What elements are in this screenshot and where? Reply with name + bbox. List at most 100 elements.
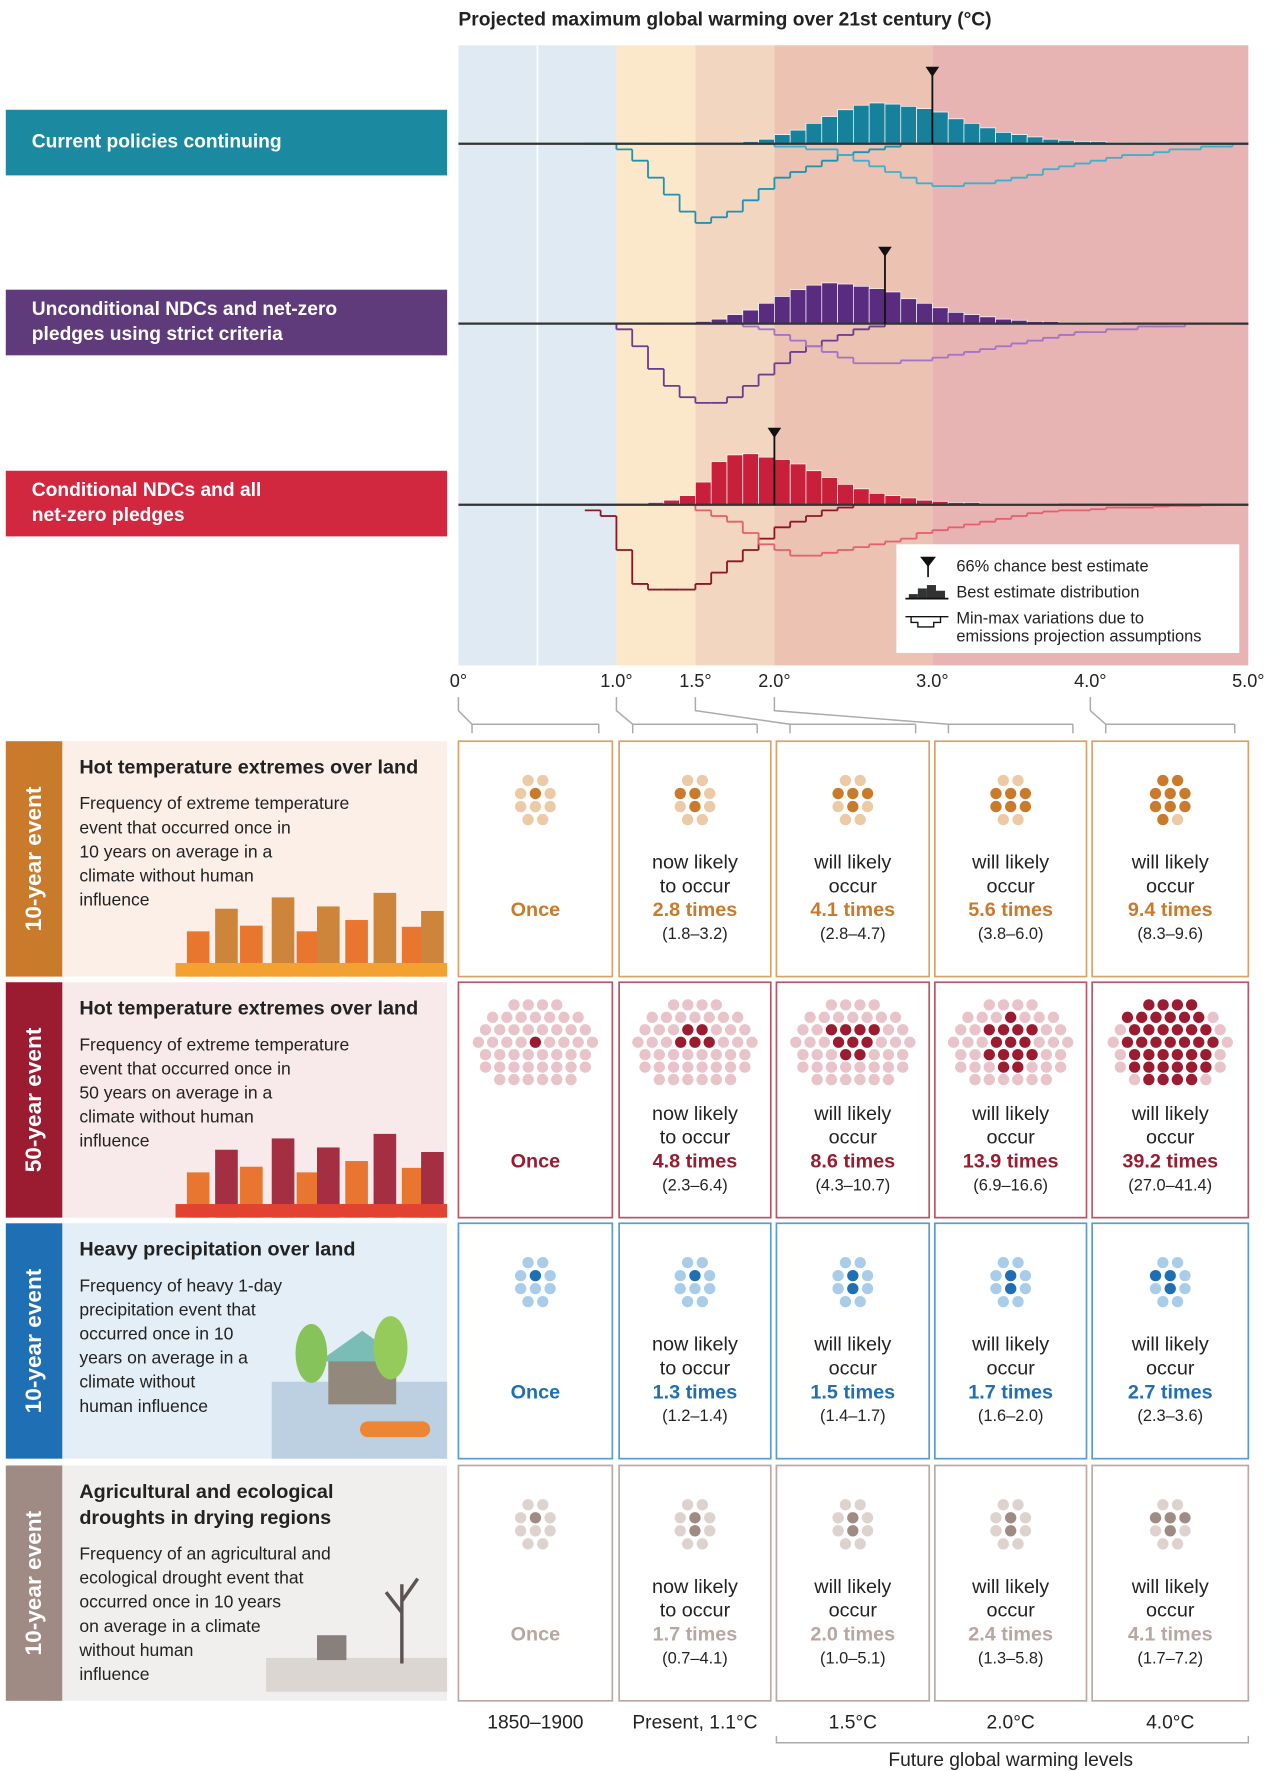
histogram-bar [932,307,949,324]
frequency-dot [508,1024,520,1036]
histogram-bar [947,311,965,324]
frequency-dot [1185,1024,1198,1036]
row-description: Frequency of extreme temperature [79,1034,349,1054]
frequency-dot [529,1269,542,1282]
frequency-dot [832,1282,844,1295]
frequency-dot [969,1061,981,1073]
frequency-dot [1143,999,1155,1011]
frequency-dot [696,999,708,1011]
frequency-dot [1164,1525,1176,1537]
frequency-dot [839,774,852,787]
illustration [266,1577,448,1692]
frequency-dot [1149,787,1162,800]
frequency-dot [674,1525,686,1537]
frequency-dot [1128,1024,1141,1036]
frequency-dot [882,1061,895,1073]
legend-label: Min-max variations due to [956,609,1144,627]
frequency-dot [1005,1269,1017,1282]
frequency-dot [1164,1036,1176,1048]
cell-lead: to occur [660,1600,731,1622]
frequency-dot [522,1049,534,1061]
frequency-dot [825,999,838,1011]
row-description: Frequency of extreme temperature [79,793,349,813]
legend-label: 66% chance best estimate [956,557,1148,575]
cell-lead: occur [986,1600,1035,1622]
histogram-bar [868,102,886,145]
frequency-dot [861,1525,874,1537]
tree [384,1577,420,1664]
frequency-dot [1171,1061,1184,1073]
frequency-dot [1114,1061,1126,1073]
frequency-dot [689,1269,701,1282]
frequency-dot [696,1049,708,1061]
column-label: 1850–1900 [487,1713,583,1734]
histogram-bar [695,481,712,506]
x-tick-label: 3.0° [916,671,948,691]
frequency-dot [682,1024,694,1036]
frequency-dot [1026,1024,1038,1036]
cell-lead: will likely [1131,1103,1209,1125]
frequency-dot [1121,1036,1134,1048]
frequency-dot [976,1036,988,1048]
frequency-dot [1221,1036,1233,1048]
frequency-dot [1040,1061,1052,1073]
frequency-dot [536,1061,549,1073]
frequency-dot [868,1049,880,1061]
cell-lead: will likely [1131,1334,1209,1356]
frequency-dot [1178,1011,1191,1023]
frequency-dot [544,1282,556,1295]
cell-lead: will likely [813,1103,891,1125]
scenario-box [5,289,448,356]
frequency-dot [1178,1036,1191,1048]
cell-range: (1.3–5.8) [978,1649,1044,1667]
frequency-dot [983,999,995,1011]
frequency-dot [1114,1024,1126,1036]
frequency-dot [976,1011,988,1023]
frequency-dot [832,1269,844,1282]
frequency-dot [572,1036,584,1048]
frequency-dot [494,1061,506,1073]
row-description: ecological drought event that [79,1568,303,1588]
cell-frequency: 4.8 times [653,1150,738,1172]
cell-frequency: 13.9 times [963,1150,1059,1172]
frequency-dot [839,1538,852,1550]
frequency-dot [983,1049,995,1061]
cell-range: (1.4–1.7) [820,1407,886,1425]
frequency-dot [1171,774,1184,787]
frequency-dot [1143,1049,1155,1061]
column-label: 4.0°C [1146,1713,1194,1734]
frequency-dot [696,1499,708,1511]
frequency-dot [1157,1061,1169,1073]
frequency-dot [797,1061,809,1073]
frequency-dot [522,1024,534,1036]
histogram-bar [774,459,791,506]
frequency-dot [897,1061,909,1073]
frequency-dot [1193,1011,1205,1023]
legend-icon [920,556,936,567]
frequency-dot [667,999,680,1011]
scenario-label: Conditional NDCs and all [32,480,262,501]
frequency-dot [997,1049,1010,1061]
frequency-dot [1171,1295,1184,1308]
frequency-dot [790,1036,802,1048]
frequency-dot [558,1011,570,1023]
frequency-dot [675,1036,687,1048]
connector [773,697,1074,734]
frequency-dot [861,1269,874,1282]
frequency-dot [990,1036,1003,1048]
future-label: Future global warming levels [888,1750,1133,1771]
frequency-dot [586,1036,599,1048]
frequency-dot [811,1049,823,1061]
future-bracket [775,1735,1250,1744]
row-description: influence [79,890,149,910]
frequency-dot [847,1282,859,1295]
cell [457,1222,614,1460]
histogram-bar [758,302,775,324]
cell-range: (1.0–5.1) [820,1649,886,1667]
frequency-dot [1012,1295,1024,1308]
frequency-dot [947,1036,960,1048]
ground [266,1657,448,1692]
row-description: human influence [79,1396,208,1416]
frequency-dot [854,999,866,1011]
